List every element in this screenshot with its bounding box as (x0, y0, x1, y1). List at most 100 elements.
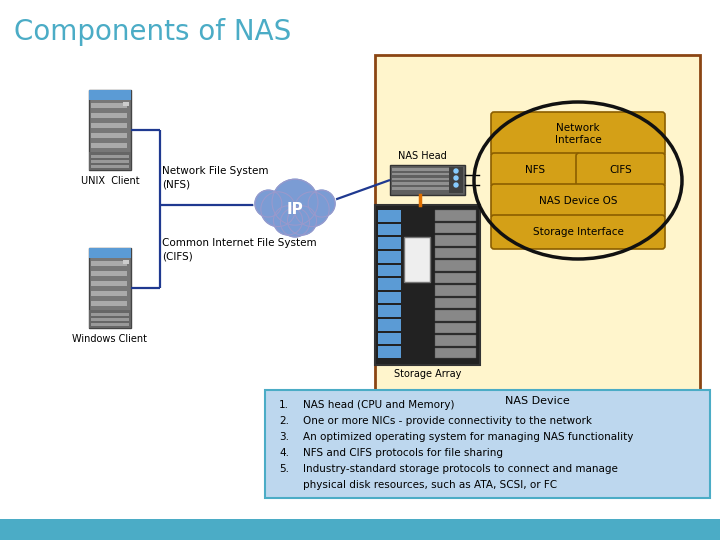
Circle shape (274, 206, 302, 235)
Text: NFS and CIFS protocols for file sharing: NFS and CIFS protocols for file sharing (303, 448, 503, 458)
FancyBboxPatch shape (436, 260, 476, 271)
Text: 5.: 5. (279, 464, 289, 474)
FancyBboxPatch shape (91, 318, 129, 321)
FancyBboxPatch shape (436, 310, 476, 321)
Circle shape (255, 190, 282, 217)
FancyBboxPatch shape (91, 301, 127, 306)
FancyBboxPatch shape (392, 178, 449, 180)
FancyBboxPatch shape (89, 310, 131, 328)
FancyBboxPatch shape (436, 210, 476, 220)
FancyBboxPatch shape (378, 333, 401, 345)
FancyBboxPatch shape (436, 222, 476, 233)
Circle shape (308, 190, 335, 217)
Circle shape (272, 179, 318, 225)
FancyBboxPatch shape (375, 55, 700, 390)
FancyBboxPatch shape (378, 210, 401, 221)
FancyBboxPatch shape (436, 298, 476, 308)
Bar (0, 519, 720, 540)
Circle shape (287, 205, 318, 236)
FancyBboxPatch shape (449, 167, 463, 193)
FancyBboxPatch shape (378, 319, 401, 330)
Text: 4.: 4. (279, 448, 289, 458)
FancyBboxPatch shape (378, 292, 401, 303)
FancyBboxPatch shape (91, 103, 127, 108)
FancyBboxPatch shape (378, 278, 401, 290)
Text: Industry-standard storage protocols to connect and manage: Industry-standard storage protocols to c… (303, 464, 618, 474)
Text: NAS Device: NAS Device (505, 396, 570, 406)
FancyBboxPatch shape (91, 261, 127, 266)
Text: An optimized operating system for managing NAS functionality: An optimized operating system for managi… (303, 432, 634, 442)
FancyBboxPatch shape (436, 247, 476, 258)
FancyBboxPatch shape (390, 165, 465, 195)
FancyBboxPatch shape (91, 323, 129, 326)
FancyBboxPatch shape (392, 187, 449, 190)
FancyBboxPatch shape (491, 184, 665, 218)
FancyBboxPatch shape (436, 273, 476, 283)
Circle shape (260, 191, 297, 227)
FancyBboxPatch shape (89, 248, 131, 258)
Text: Module 7: Network-Attached Storage   12: Module 7: Network-Attached Storage 12 (556, 525, 714, 534)
FancyBboxPatch shape (436, 235, 476, 246)
Circle shape (294, 191, 330, 227)
Circle shape (307, 189, 336, 218)
Circle shape (454, 169, 458, 173)
FancyBboxPatch shape (265, 390, 710, 498)
Text: Storage Interface: Storage Interface (533, 227, 624, 237)
FancyBboxPatch shape (91, 281, 127, 286)
FancyBboxPatch shape (123, 102, 129, 106)
FancyBboxPatch shape (491, 112, 665, 156)
FancyBboxPatch shape (123, 260, 129, 264)
FancyBboxPatch shape (378, 306, 401, 317)
Text: Network
Interface: Network Interface (554, 123, 601, 145)
FancyBboxPatch shape (436, 322, 476, 333)
Circle shape (272, 205, 304, 236)
Circle shape (261, 192, 296, 227)
Circle shape (454, 183, 458, 187)
FancyBboxPatch shape (89, 248, 131, 328)
FancyBboxPatch shape (392, 168, 449, 171)
FancyBboxPatch shape (576, 153, 665, 187)
Text: 1.: 1. (279, 400, 289, 410)
FancyBboxPatch shape (392, 173, 449, 176)
FancyBboxPatch shape (91, 291, 127, 296)
FancyBboxPatch shape (89, 90, 131, 100)
Text: NFS: NFS (526, 165, 546, 175)
Text: 2.: 2. (279, 416, 289, 426)
Text: NAS head (CPU and Memory): NAS head (CPU and Memory) (303, 400, 454, 410)
Text: Common Internet File System
(CIFS): Common Internet File System (CIFS) (162, 238, 317, 261)
FancyBboxPatch shape (91, 155, 129, 158)
FancyBboxPatch shape (91, 165, 129, 168)
Text: physical disk resources, such as ATA, SCSI, or FC: physical disk resources, such as ATA, SC… (303, 480, 557, 490)
Text: 3.: 3. (279, 432, 289, 442)
FancyBboxPatch shape (91, 313, 129, 316)
Circle shape (294, 192, 329, 227)
Circle shape (454, 176, 458, 180)
Text: Network File System
(NFS): Network File System (NFS) (162, 166, 269, 190)
Text: NAS Head: NAS Head (398, 151, 447, 161)
Text: CIFS: CIFS (609, 165, 632, 175)
Text: Storage Array: Storage Array (394, 369, 462, 379)
FancyBboxPatch shape (491, 153, 580, 187)
FancyBboxPatch shape (91, 160, 129, 163)
FancyBboxPatch shape (378, 265, 401, 276)
FancyBboxPatch shape (89, 152, 131, 170)
FancyBboxPatch shape (375, 205, 480, 365)
FancyBboxPatch shape (91, 133, 127, 138)
FancyBboxPatch shape (378, 224, 401, 235)
FancyBboxPatch shape (491, 215, 665, 249)
FancyBboxPatch shape (378, 346, 401, 358)
FancyBboxPatch shape (378, 237, 401, 249)
Text: EMC Proven Professional. Copyright ©  2012 EMC Corporation. All Rights Reserved.: EMC Proven Professional. Copyright © 201… (8, 525, 327, 534)
FancyBboxPatch shape (91, 123, 127, 128)
FancyBboxPatch shape (91, 271, 127, 276)
FancyBboxPatch shape (91, 143, 127, 148)
FancyBboxPatch shape (436, 285, 476, 295)
Circle shape (254, 189, 283, 218)
Circle shape (279, 207, 310, 238)
Circle shape (281, 208, 310, 237)
Text: UNIX  Client: UNIX Client (81, 176, 139, 186)
Text: NAS Device OS: NAS Device OS (539, 196, 617, 206)
Text: Windows Client: Windows Client (73, 334, 148, 344)
FancyBboxPatch shape (89, 90, 131, 170)
FancyBboxPatch shape (91, 113, 127, 118)
